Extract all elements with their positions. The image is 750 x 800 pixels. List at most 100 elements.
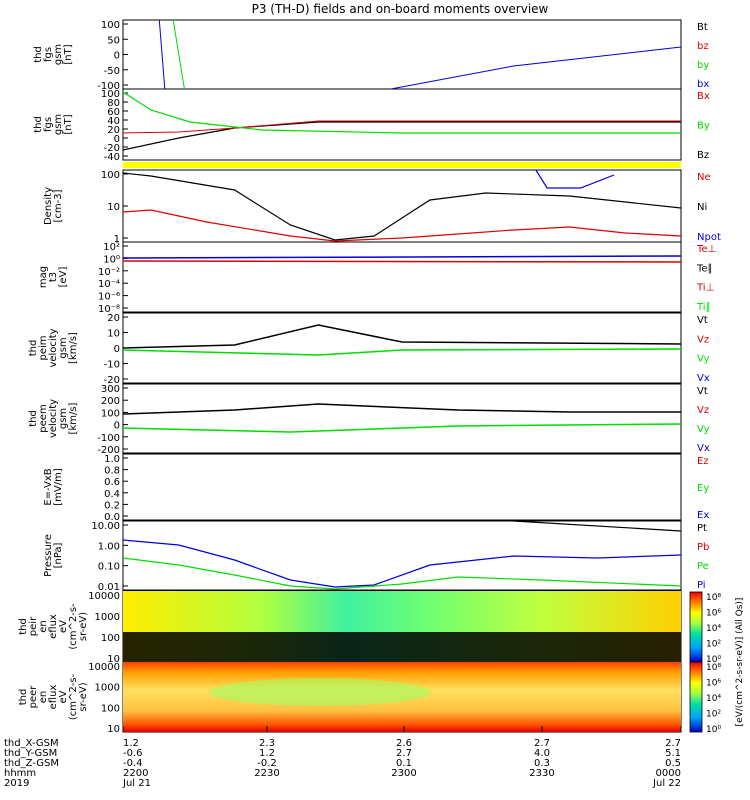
y-tick-label: 1	[114, 234, 120, 245]
y-axis-label: sr-eV)	[78, 612, 89, 641]
legend-Vt: Vt	[697, 315, 708, 326]
xaxis-value: 2330	[529, 768, 554, 779]
peer-core	[210, 678, 430, 706]
y-tick-label: 0.6	[104, 477, 120, 488]
xaxis-value: 2.7	[665, 738, 681, 749]
y-axis-label: velocity	[48, 328, 59, 367]
legend-Vt: Vt	[697, 386, 708, 397]
legend-bx: bx	[697, 79, 709, 90]
y-axis-label: eV	[58, 690, 69, 703]
y-tick-label: 10²	[103, 242, 120, 253]
legend-Bx: Bx	[697, 91, 710, 102]
y-axis-label: gsm	[53, 114, 64, 135]
trace-bx-gse	[122, 120, 681, 134]
peir-low-energy-band	[123, 632, 681, 662]
y-tick-label: 10.00	[91, 521, 120, 532]
y-tick-label: 100	[101, 633, 120, 644]
y-axis-label: [nPa]	[53, 542, 64, 568]
y-axis-label: en	[38, 691, 49, 704]
y-axis-label: eV	[58, 620, 69, 633]
legend-Ne: Ne	[697, 172, 711, 183]
legend-Vy: Vy	[697, 354, 710, 365]
y-tick-label: -50	[104, 66, 120, 77]
xaxis-row-label: thd_X-GSM	[4, 738, 59, 749]
legend-by: by	[697, 60, 709, 71]
y-tick-label: 10	[107, 654, 120, 665]
legend-Te∥: Te∥	[696, 263, 713, 274]
xaxis-row-label: thd_Y-GSM	[4, 748, 57, 759]
panel-frame	[122, 241, 682, 313]
y-tick-label: -40	[104, 152, 120, 163]
y-axis-label: thd	[28, 410, 39, 427]
legend-Npot: Npot	[697, 232, 721, 243]
xaxis-value: 2.7	[534, 738, 550, 749]
y-axis-label: fgs	[43, 47, 54, 62]
legend-By: By	[697, 121, 710, 132]
y-tick-label: 40	[107, 116, 120, 127]
colorbar-label: [eV/(cm^2-s-sr-eV)] (All Qs)]	[735, 598, 745, 727]
y-axis-label: [km/s]	[68, 332, 79, 364]
y-tick-label: 10⁰	[103, 254, 120, 265]
y-tick-label: 0.01	[98, 582, 120, 593]
y-tick-label: 1.0	[104, 454, 120, 465]
y-tick-label: 100	[101, 20, 120, 31]
y-tick-label: 10000	[88, 662, 120, 673]
trace-bx-rise	[390, 46, 682, 90]
colorbar-tick: 10²	[706, 640, 721, 650]
y-axis-label: thd	[33, 116, 44, 133]
y-tick-label: -20	[104, 143, 120, 154]
y-tick-label: 60	[107, 107, 120, 118]
panel-fgs-gsm: 100 50 0 -50 -100 thd fgs gsm [nT] Bt bz by bx	[33, 19, 709, 92]
panel-frame	[122, 169, 682, 243]
trace-ni	[122, 172, 682, 241]
xaxis-value: 2300	[391, 768, 416, 779]
colorbar-tick: 10⁰	[706, 725, 721, 735]
y-tick-label: 10⁻⁸	[98, 304, 120, 315]
y-axis-label: (cm^2-s-	[68, 673, 79, 720]
panel-frame	[122, 453, 682, 521]
legend-Bz: Bz	[697, 150, 709, 161]
xaxis-value: 2.6	[396, 738, 412, 749]
legend-Ex: Ex	[697, 510, 709, 521]
trace-by	[172, 19, 185, 90]
colorbar-tick: 10⁶	[706, 609, 721, 619]
y-axis-label: gsm	[58, 408, 69, 429]
y-tick-label: -100	[97, 81, 120, 92]
legend-Vy: Vy	[697, 424, 710, 435]
panel-peim: 20 10 0 -10 -20 thd peim velocity gsm [km/s] Vt Vz V…	[28, 312, 710, 386]
y-tick-label: -100	[97, 433, 120, 444]
y-axis-label: t3	[48, 272, 59, 282]
xaxis-value: 1.2	[259, 748, 275, 759]
y-axis-label: [mV/m]	[53, 468, 64, 506]
xaxis-value: 2200	[123, 768, 148, 779]
trace-pt	[513, 520, 682, 532]
trace-pe	[122, 557, 682, 590]
y-tick-label: 10⁻⁶	[98, 292, 120, 303]
xaxis-value: -0.2	[257, 758, 277, 769]
y-axis-label: peem	[38, 404, 49, 432]
y-tick-label: 20	[107, 125, 120, 136]
y-tick-label: 20	[107, 313, 120, 324]
y-axis-label: en	[38, 620, 49, 633]
trace-vy-e	[122, 423, 682, 433]
y-tick-label: 100	[101, 703, 120, 714]
colorbar-peir	[689, 591, 703, 663]
y-tick-label: 0	[114, 421, 120, 432]
y-tick-label: 0	[114, 344, 120, 355]
y-tick-label: 10	[107, 202, 120, 213]
xaxis-value: 0.3	[534, 758, 550, 769]
y-tick-label: 50	[107, 35, 120, 46]
y-tick-label: 0.4	[104, 489, 120, 500]
y-axis-label: [eV]	[58, 267, 69, 288]
colorbar-tick: 10⁰	[706, 655, 721, 665]
y-tick-label: -10	[104, 360, 120, 371]
y-tick-label: 10⁻⁴	[98, 279, 120, 290]
panel-frame	[122, 19, 682, 90]
trace-npot	[535, 169, 615, 189]
xaxis-value: -0.6	[123, 748, 143, 759]
y-tick-label: 1000	[95, 683, 120, 694]
xaxis-value: 0.1	[396, 758, 412, 769]
